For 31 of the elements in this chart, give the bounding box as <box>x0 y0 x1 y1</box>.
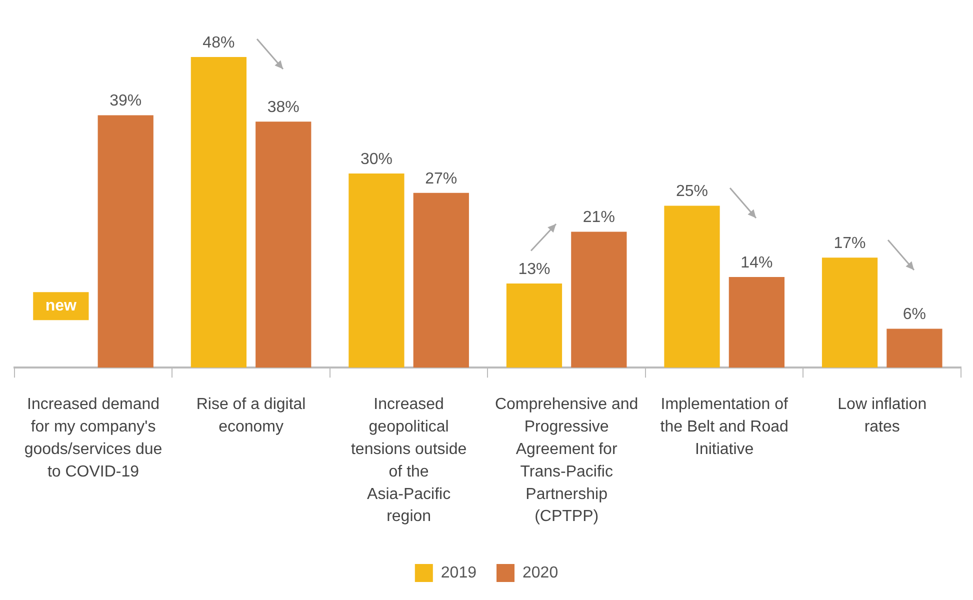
legend-label: 2019 <box>440 564 477 582</box>
bar <box>822 258 878 368</box>
bar <box>506 283 562 368</box>
data-label: 6% <box>902 306 926 324</box>
data-label: 14% <box>740 254 773 272</box>
data-label: 48% <box>202 34 235 52</box>
bar <box>98 115 154 368</box>
bar <box>348 173 404 368</box>
annotation: new <box>45 298 78 315</box>
data-label: 13% <box>518 260 550 278</box>
x-tick-label: Rise of a digital economy <box>196 396 306 436</box>
x-tick-label: Low inflation rates <box>838 396 927 436</box>
x-tick-label: Increased geopolitical tensions outside of the Asia-Pacific region <box>350 396 467 526</box>
x-tick-label: Comprehensive and Progressive Agreement for Trans-Pacific Partnership (CPTPP) <box>494 396 638 526</box>
bar <box>664 206 720 368</box>
data-label: 27% <box>425 170 458 188</box>
bar <box>256 122 312 368</box>
bar <box>728 276 785 368</box>
data-label: 39% <box>110 92 142 110</box>
x-tick-label: Implementation of the Belt and Road Initiative <box>660 396 788 458</box>
x-tick-label: Increased demand for my company's goods/services due to COVID-19 <box>24 396 162 480</box>
bar <box>190 56 247 368</box>
data-label: 38% <box>267 99 300 116</box>
data-label: 25% <box>676 183 708 200</box>
bar <box>571 232 627 368</box>
bar <box>886 328 942 368</box>
data-label: 21% <box>582 209 615 226</box>
bar <box>413 192 469 368</box>
data-label: 30% <box>360 150 392 168</box>
legend-label: 2020 <box>522 564 558 582</box>
data-label: 17% <box>834 234 866 252</box>
